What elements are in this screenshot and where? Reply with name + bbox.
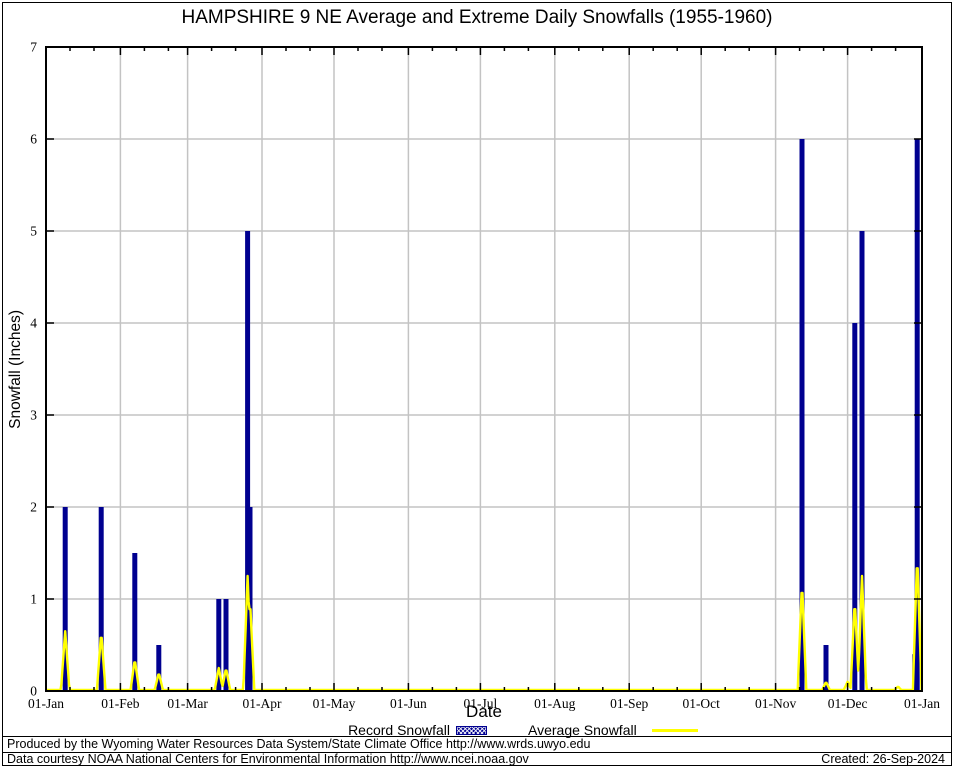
- x-tick-label: 01-Mar: [167, 696, 208, 711]
- x-tick-label: 01-Jan: [904, 696, 940, 711]
- record-snowfall-bar: [216, 599, 222, 691]
- y-tick-label: 0: [30, 684, 37, 699]
- footer-attribution-2: Data courtesy NOAA National Centers for …: [2, 752, 952, 766]
- x-tick-label: 01-Sep: [610, 696, 648, 711]
- legend-average-line-swatch: [652, 729, 698, 732]
- y-tick-label: 1: [30, 592, 37, 607]
- record-snowfall-bar: [247, 507, 253, 691]
- x-tick-label: 01-May: [313, 696, 356, 711]
- plot-border: [45, 46, 923, 692]
- x-tick-label: 01-Jul: [464, 696, 498, 711]
- chart-title: HAMPSHIRE 9 NE Average and Extreme Daily…: [181, 7, 773, 28]
- x-tick-label: 01-Jan: [28, 696, 64, 711]
- x-tick-label: 01-Aug: [534, 696, 575, 711]
- legend-record-swatch: [456, 726, 487, 735]
- average-snowfall-line: [45, 567, 923, 692]
- y-tick-label: 3: [30, 408, 37, 423]
- y-tick-label: 4: [30, 316, 37, 331]
- record-snowfall-bar: [799, 139, 805, 691]
- record-snowfall-bar: [859, 231, 865, 691]
- record-snowfall-bar: [245, 231, 251, 691]
- footer-line1-text: Produced by the Wyoming Water Resources …: [7, 737, 591, 751]
- y-tick-label: 2: [30, 500, 37, 515]
- created-date: Created: 26-Sep-2024: [821, 752, 945, 766]
- record-snowfall-bar: [852, 323, 858, 691]
- x-tick-label: 01-Apr: [243, 696, 282, 711]
- x-tick-label: 01-Oct: [682, 696, 720, 711]
- y-tick-label: 7: [30, 40, 37, 55]
- x-tick-label: 01-Nov: [755, 696, 796, 711]
- record-snowfall-bar: [223, 599, 229, 691]
- record-snowfall-bar: [62, 507, 68, 691]
- record-snowfall-bar: [132, 553, 138, 691]
- legend: Record Snowfall Average Snowfall: [0, 721, 954, 738]
- footer-attribution-1: Produced by the Wyoming Water Resources …: [2, 736, 952, 752]
- record-snowfall-bar: [823, 645, 829, 691]
- legend-record-label: Record Snowfall: [348, 722, 450, 738]
- x-tick-label: 01-Dec: [828, 696, 868, 711]
- x-axis-title: Date: [466, 702, 502, 721]
- y-tick-label: 5: [30, 224, 37, 239]
- record-snowfall-bar: [156, 645, 162, 691]
- x-tick-label: 01-Feb: [101, 696, 139, 711]
- footer-line2-text: Data courtesy NOAA National Centers for …: [7, 752, 529, 766]
- record-snowfall-bar: [98, 507, 104, 691]
- y-tick-label: 6: [30, 132, 37, 147]
- legend-average-label: Average Snowfall: [528, 722, 637, 738]
- x-tick-label: 01-Jun: [390, 696, 427, 711]
